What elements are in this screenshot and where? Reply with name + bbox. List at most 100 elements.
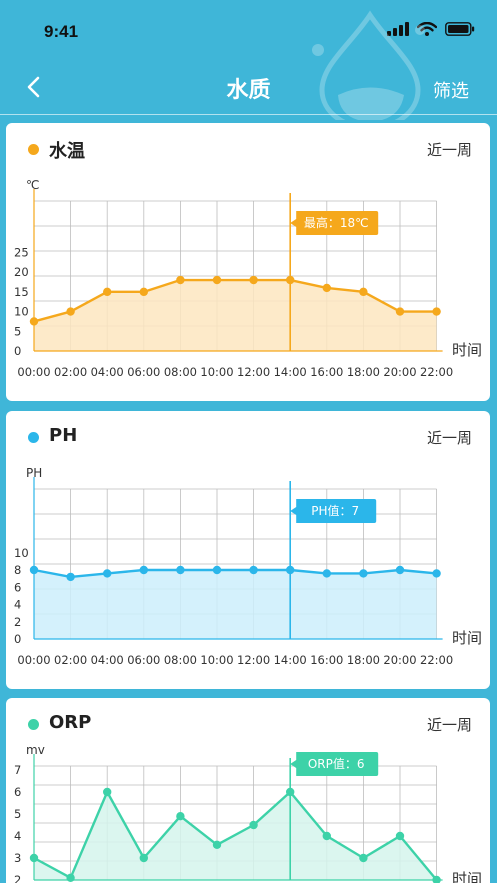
x-tick-label: 12:00 [237, 653, 270, 667]
y-axis-unit: PH [26, 466, 42, 480]
y-tick-label: 25 [14, 245, 29, 259]
y-tick-label: 7 [14, 763, 21, 777]
data-point [249, 820, 258, 830]
nav-bar: 水质 筛选 [0, 60, 497, 116]
data-point [395, 307, 405, 316]
card-title: ORP [49, 712, 92, 733]
x-tick-label: 00:00 [17, 365, 50, 379]
data-point [286, 565, 295, 575]
x-axis-label: 时间 [452, 870, 482, 883]
data-point [249, 565, 258, 575]
tooltip: 最高：18℃ [290, 211, 379, 235]
x-tick-label: 16:00 [310, 653, 343, 667]
back-button[interactable] [20, 72, 48, 102]
status-time: 9:41 [44, 22, 79, 41]
x-tick-label: 22:00 [420, 653, 453, 667]
data-point [286, 275, 295, 285]
x-tick-label: 10:00 [200, 653, 233, 667]
data-point [432, 307, 441, 316]
tooltip-bubble [290, 499, 377, 523]
series-area [34, 570, 437, 639]
data-point [359, 287, 368, 297]
y-tick-label: 5 [14, 324, 21, 338]
status-icons [387, 22, 475, 36]
y-tick-label: 3 [14, 851, 21, 865]
y-tick-label: 10 [14, 305, 29, 319]
x-tick-label: 22:00 [420, 365, 453, 379]
battery-icon [445, 22, 475, 36]
data-point [249, 275, 258, 285]
water-temp-chart: ℃ 0 5 10 15 20 25 时间 00:00 02:00 04:00 06:00 08:00 10… [14, 178, 482, 379]
range-selector[interactable]: 近一周 [426, 716, 472, 734]
range-selector[interactable]: 近一周 [426, 141, 472, 159]
x-tick-label: 20:00 [383, 653, 416, 667]
water-drop-icon [312, 10, 425, 120]
x-tick-label: 06:00 [127, 365, 160, 379]
tooltip-text: PH值：7 [311, 503, 359, 518]
data-point [395, 831, 405, 841]
range-selector[interactable]: 近一周 [426, 429, 472, 447]
data-point [322, 283, 331, 293]
y-tick-label: 4 [14, 829, 21, 843]
y-tick-label: 15 [14, 285, 29, 299]
data-point [212, 275, 222, 285]
data-point [432, 875, 441, 883]
y-axis-unit: ℃ [26, 178, 39, 192]
card-title: 水温 [49, 141, 85, 162]
data-point [322, 569, 331, 578]
data-point [212, 565, 222, 575]
orp-card: ORP 近一周 mv 2 3 4 5 6 7 时间 ORP值：6 [6, 698, 490, 883]
data-point [359, 853, 368, 863]
ph-chart: PH 0 2 4 6 8 10 时间 00:00 02:00 04:00 06:00 08:00 10:0… [14, 466, 482, 667]
card-title: PH [49, 425, 78, 446]
data-point [176, 565, 185, 575]
filter-button[interactable]: 筛选 [433, 81, 469, 102]
wifi-icon [417, 22, 437, 36]
x-tick-label: 08:00 [164, 365, 197, 379]
tooltip-bubble [290, 752, 379, 776]
status-bar: 9:41 [0, 0, 497, 60]
tooltip: ORP值：6 [290, 752, 379, 776]
x-tick-label: 10:00 [200, 365, 233, 379]
y-tick-label: 5 [14, 807, 21, 821]
y-tick-label: 0 [14, 632, 21, 646]
x-tick-label: 20:00 [383, 365, 416, 379]
x-tick-label: 14:00 [274, 653, 307, 667]
card-header: ORP 近一周 [6, 698, 490, 748]
y-axis-unit: mv [26, 743, 45, 757]
x-tick-label: 08:00 [164, 653, 197, 667]
tooltip-text: ORP值：6 [308, 756, 365, 771]
y-tick-label: 2 [14, 615, 21, 629]
data-point [29, 853, 39, 863]
y-tick-label: 20 [14, 265, 29, 279]
x-tick-label: 18:00 [347, 653, 380, 667]
x-tick-label: 00:00 [17, 653, 50, 667]
series-line [33, 278, 437, 323]
data-point [432, 569, 441, 578]
data-point [66, 873, 75, 882]
ph-card: PH 近一周 PH 0 2 4 6 8 10 时间 00:00 02:00 04:00 06:00 08… [6, 411, 490, 689]
data-point [139, 853, 148, 863]
data-point [29, 565, 39, 575]
data-point [103, 569, 112, 578]
x-tick-label: 16:00 [310, 365, 343, 379]
orp-chart: mv 2 3 4 5 6 7 时间 ORP值：6 [14, 743, 482, 883]
legend-dot [28, 144, 39, 155]
series-line [33, 568, 437, 579]
data-point [66, 572, 75, 582]
card-header: 水温 近一周 [6, 123, 490, 173]
data-point [286, 787, 295, 797]
x-tick-label: 06:00 [127, 653, 160, 667]
y-tick-label: 6 [14, 580, 21, 594]
y-tick-label: 4 [14, 598, 21, 612]
tooltip: PH值：7 [290, 499, 377, 523]
data-point [103, 787, 112, 797]
card-header: PH 近一周 [6, 411, 490, 461]
y-tick-label: 6 [14, 785, 21, 799]
x-tick-label: 04:00 [91, 653, 124, 667]
data-point [103, 287, 112, 297]
tooltip-bubble [290, 211, 379, 235]
series-line [33, 790, 438, 881]
data-point [395, 565, 405, 575]
signal-icon [387, 22, 409, 36]
